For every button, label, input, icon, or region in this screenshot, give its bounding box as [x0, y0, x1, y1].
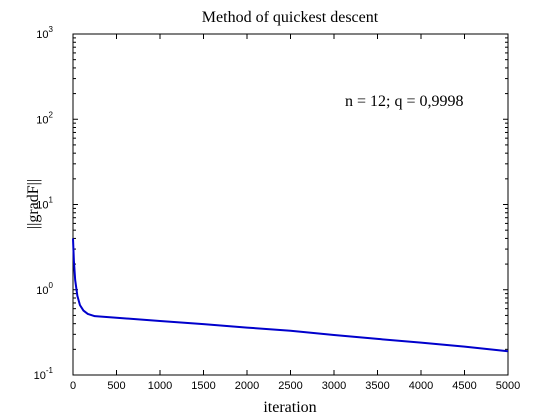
axis-ticks: 0 500 1000 1500 2000 2500 3000 3500 4000 4500 5000… [34, 25, 521, 392]
y-tick-label: 103 [36, 25, 53, 41]
y-tick-label: 102 [36, 110, 53, 126]
x-tick-label: 3000 [322, 380, 346, 392]
chart-title: Method of quickest descent [202, 9, 379, 26]
x-tick-label: 1000 [148, 380, 172, 392]
x-tick-label: 2500 [278, 380, 302, 392]
plot-area [72, 33, 509, 376]
x-tick-label: 1500 [191, 380, 215, 392]
x-tick-label: 3500 [365, 380, 389, 392]
y-tick-label: 100 [36, 281, 53, 297]
y-axis-label: ||gradF|| [25, 179, 42, 229]
x-tick-label: 5000 [496, 380, 520, 392]
series-layer [72, 238, 509, 353]
x-tick-label: 500 [107, 380, 125, 392]
y-tick-label: 10-1 [34, 366, 54, 382]
x-tick-label: 0 [70, 380, 76, 392]
x-tick-label: 4500 [452, 380, 476, 392]
y-tick-label: 101 [36, 196, 53, 212]
series-line [72, 238, 509, 353]
x-axis-label: iteration [263, 399, 316, 416]
x-tick-label: 2000 [235, 380, 259, 392]
x-tick-label: 4000 [409, 380, 433, 392]
parameter-annotation: n = 12; q = 0,9998 [345, 93, 464, 110]
